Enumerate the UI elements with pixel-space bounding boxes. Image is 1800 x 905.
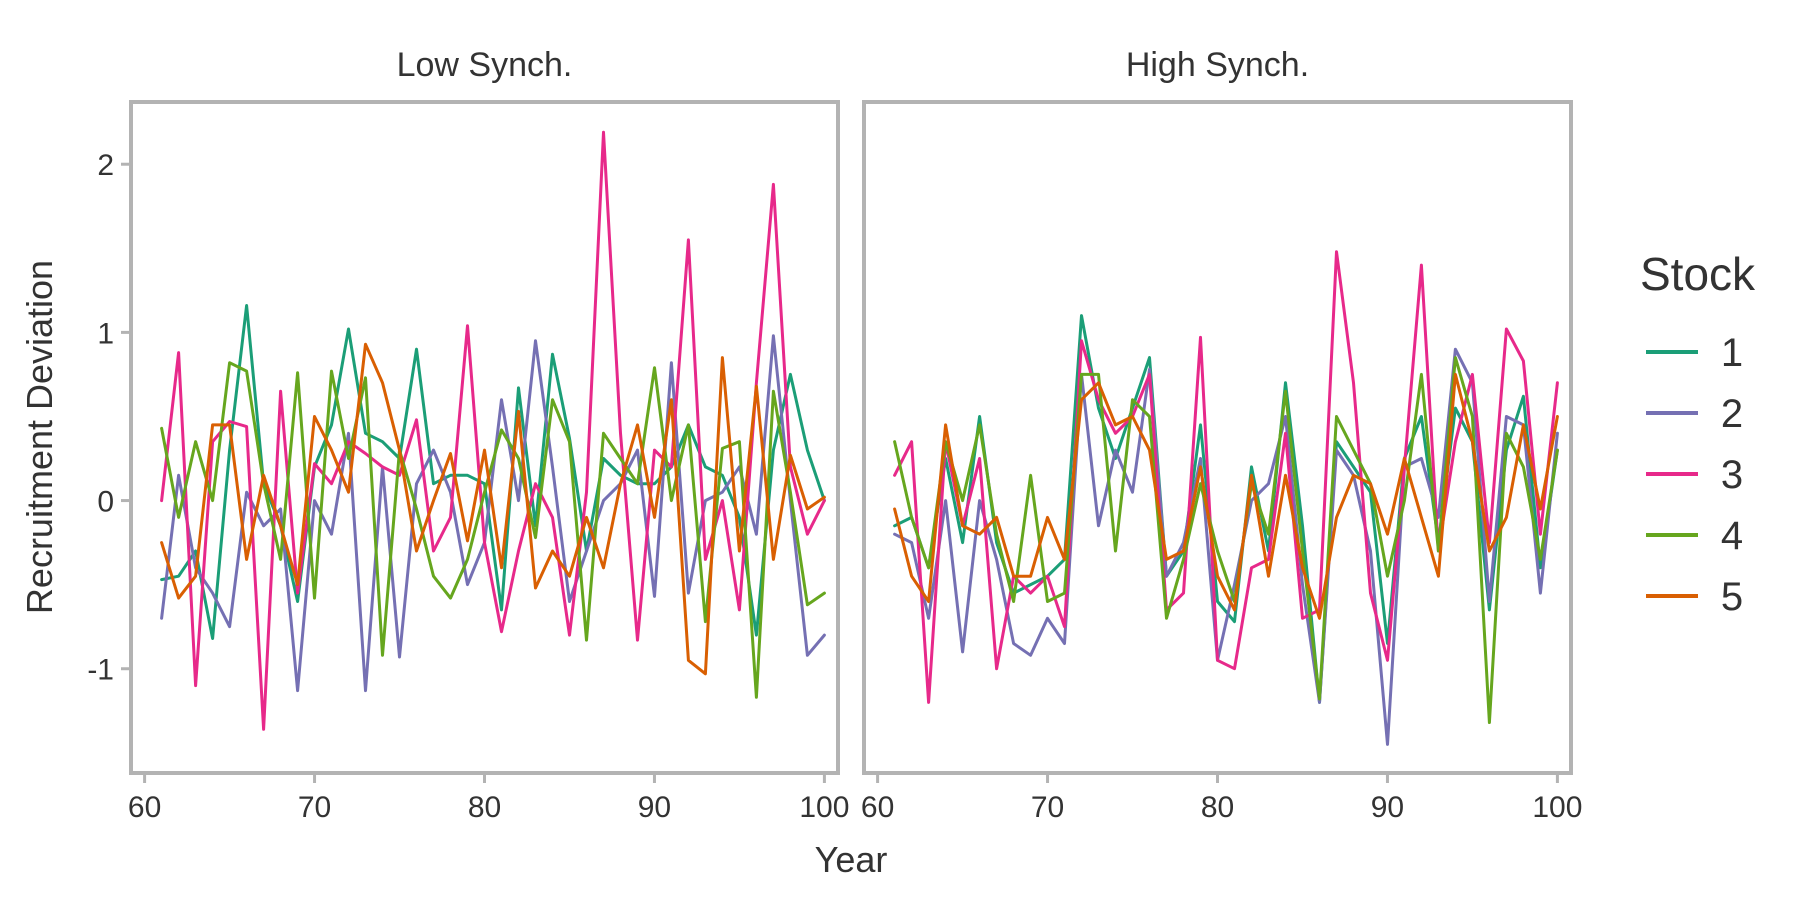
x-tick-label: 80: [468, 791, 501, 824]
legend: Stock 1 2 3 4 5: [1640, 248, 1756, 619]
x-tick-label: 100: [1532, 791, 1582, 824]
series-line-stock-2: [893, 347, 1559, 746]
series-line-stock-3: [893, 250, 1559, 704]
x-tick-label: 60: [861, 791, 894, 824]
series-group: [893, 250, 1559, 746]
panel-title: High Synch.: [1126, 46, 1309, 84]
x-tick-label: 70: [1031, 791, 1064, 824]
x-tick-label: 60: [128, 791, 161, 824]
panel-title: Low Synch.: [397, 46, 573, 84]
y-axis-title: Recruitment Deviation: [19, 260, 60, 614]
legend-label-1: 1: [1721, 331, 1743, 375]
panel-border: [129, 100, 840, 775]
series-line-stock-4: [160, 361, 826, 699]
series-line-stock-4: [893, 356, 1559, 724]
legend-label-2: 2: [1721, 392, 1743, 436]
x-axis-title: Year: [815, 839, 888, 880]
series-line-stock-3: [160, 130, 826, 731]
y-tick-label: 1: [97, 317, 114, 350]
series-line-stock-5: [893, 372, 1559, 620]
x-tick-label: 80: [1201, 791, 1234, 824]
panel-2: High Synch. 60 70 80 90 100: [861, 46, 1583, 824]
legend-title: Stock: [1640, 248, 1756, 300]
series-line-stock-5: [160, 342, 826, 676]
legend-label-5: 5: [1721, 575, 1743, 619]
x-tick-label: 100: [799, 791, 849, 824]
y-tick-label: 2: [97, 149, 114, 182]
y-tick-label: 0: [97, 486, 114, 519]
legend-label-3: 3: [1721, 453, 1743, 497]
series-group: [160, 130, 826, 731]
legend-label-4: 4: [1721, 514, 1743, 558]
x-tick-label: 90: [1371, 791, 1404, 824]
x-tick-label: 90: [638, 791, 671, 824]
x-tick-label: 70: [298, 791, 331, 824]
panel-1: Low Synch. 60 70 80 90 100 -1 0 1 2: [87, 46, 849, 824]
panel-border: [862, 100, 1573, 775]
y-tick-label: -1: [87, 654, 114, 687]
